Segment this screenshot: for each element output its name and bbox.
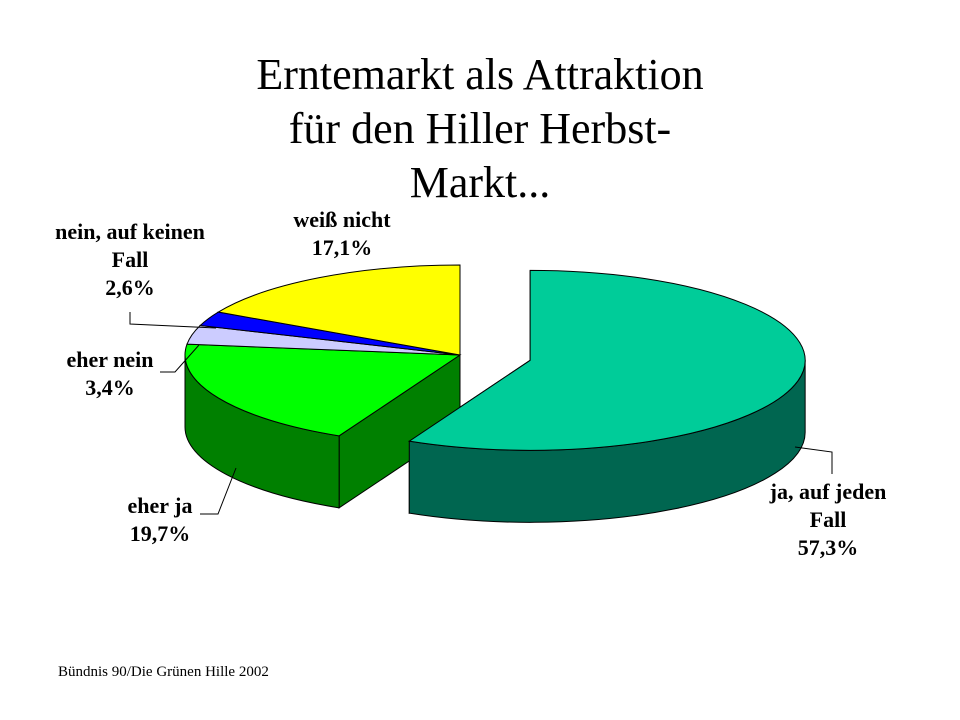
slice-label-nein-auf-keinen-fall: nein, auf keinen Fall 2,6% <box>30 218 230 302</box>
slice-label-text: eher nein <box>66 347 154 372</box>
leader-line-nein-auf-keinen-fall <box>129 312 217 329</box>
slice-label-text: Fall <box>111 247 149 272</box>
chart-title-line-1: Erntemarkt als Attraktion <box>256 50 704 99</box>
slice-label-text: weiß nicht <box>293 207 391 232</box>
pie-slice-eher-ja <box>184 343 462 437</box>
slice-value-text: 19,7% <box>129 521 191 546</box>
leader-line-eher-nein <box>160 344 200 373</box>
slice-label-text: ja, auf jeden <box>769 479 887 504</box>
leader-line-ja-auf-jeden-fall <box>794 446 833 474</box>
slice-value-text: 57,3% <box>797 535 859 560</box>
slice-label-text: Fall <box>809 507 847 532</box>
slice-label-text: nein, auf keinen <box>55 219 205 244</box>
slice-value-text: 3,4% <box>85 375 135 400</box>
leader-line-eher-ja <box>200 467 237 515</box>
slice-label-text: eher ja <box>127 493 193 518</box>
footer-credit: Bündnis 90/Die Grünen Hille 2002 <box>58 664 269 680</box>
slice-label-eher-ja: eher ja 19,7% <box>90 492 230 548</box>
slice-label-ja-auf-jeden-fall: ja, auf jeden Fall 57,3% <box>738 478 918 562</box>
pie-slice-weiss-nicht <box>216 264 461 356</box>
slice-value-text: 17,1% <box>311 235 373 260</box>
slice-label-weiss-nicht: weiß nicht 17,1% <box>262 206 422 262</box>
slice-value-text: 2,6% <box>105 275 155 300</box>
slice-label-eher-nein: eher nein 3,4% <box>40 346 180 402</box>
chart-title-line-2: für den Hiller Herbst- <box>288 104 672 153</box>
pie-slice-ja-auf-jeden-fall <box>407 269 806 451</box>
chart-title-line-3: Markt... <box>409 158 551 207</box>
